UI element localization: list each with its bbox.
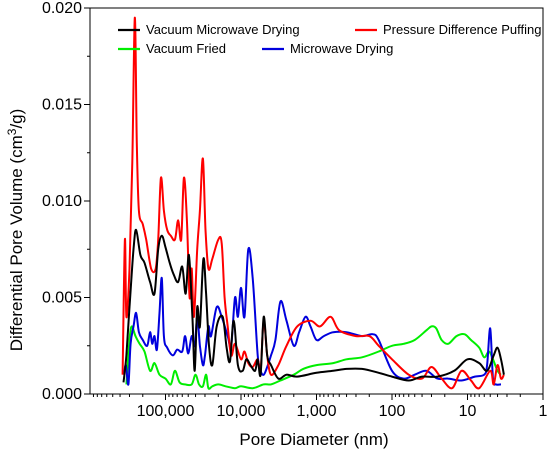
series-line-pressure-difference-puffing (121, 16, 505, 390)
legend-label-vacuum-fried: Vacuum Fried (146, 41, 226, 56)
legend: Vacuum Microwave Drying Pressure Differen… (118, 22, 542, 56)
legend-label-pressure-difference-puffing: Pressure Difference Puffing (383, 22, 542, 37)
x-tick-label: 100 (379, 403, 406, 420)
legend-label-microwave-drying: Microwave Drying (290, 41, 393, 56)
y-axis-title-end: /g) (7, 109, 26, 129)
y-axis-title-superscript: 3 (5, 128, 19, 135)
x-tick-label: 10,000 (217, 403, 266, 420)
series-line-vacuum-microwave-drying (122, 228, 505, 383)
y-tick-label: 0.015 (42, 97, 82, 114)
y-tick-label: 0.010 (42, 193, 82, 210)
y-tick-label: 0.005 (42, 290, 82, 307)
x-tick-label: 10 (459, 403, 477, 420)
y-tick-label: 0.020 (42, 0, 82, 17)
y-tick-label: 0.000 (42, 386, 82, 403)
x-tick-label: 1 (539, 403, 548, 420)
series-line-microwave-drying (123, 246, 502, 386)
legend-label-vacuum-microwave-drying: Vacuum Microwave Drying (146, 22, 300, 37)
series-line-vacuum-fried (125, 325, 502, 390)
x-tick-label: 1,000 (296, 403, 336, 420)
y-axis-title: Differential Pore Volume (cm3/g) (5, 109, 26, 352)
axes-layer: 100,000 10,000 1,000 100 10 1 0.000 0.005 0.010 0… (42, 0, 548, 420)
series-layer (121, 16, 505, 390)
x-tick-label: 100,000 (137, 403, 195, 420)
x-axis-title: Pore Diameter (nm) (239, 430, 388, 449)
y-axis-title-main: Differential Pore Volume (cm (7, 135, 26, 351)
